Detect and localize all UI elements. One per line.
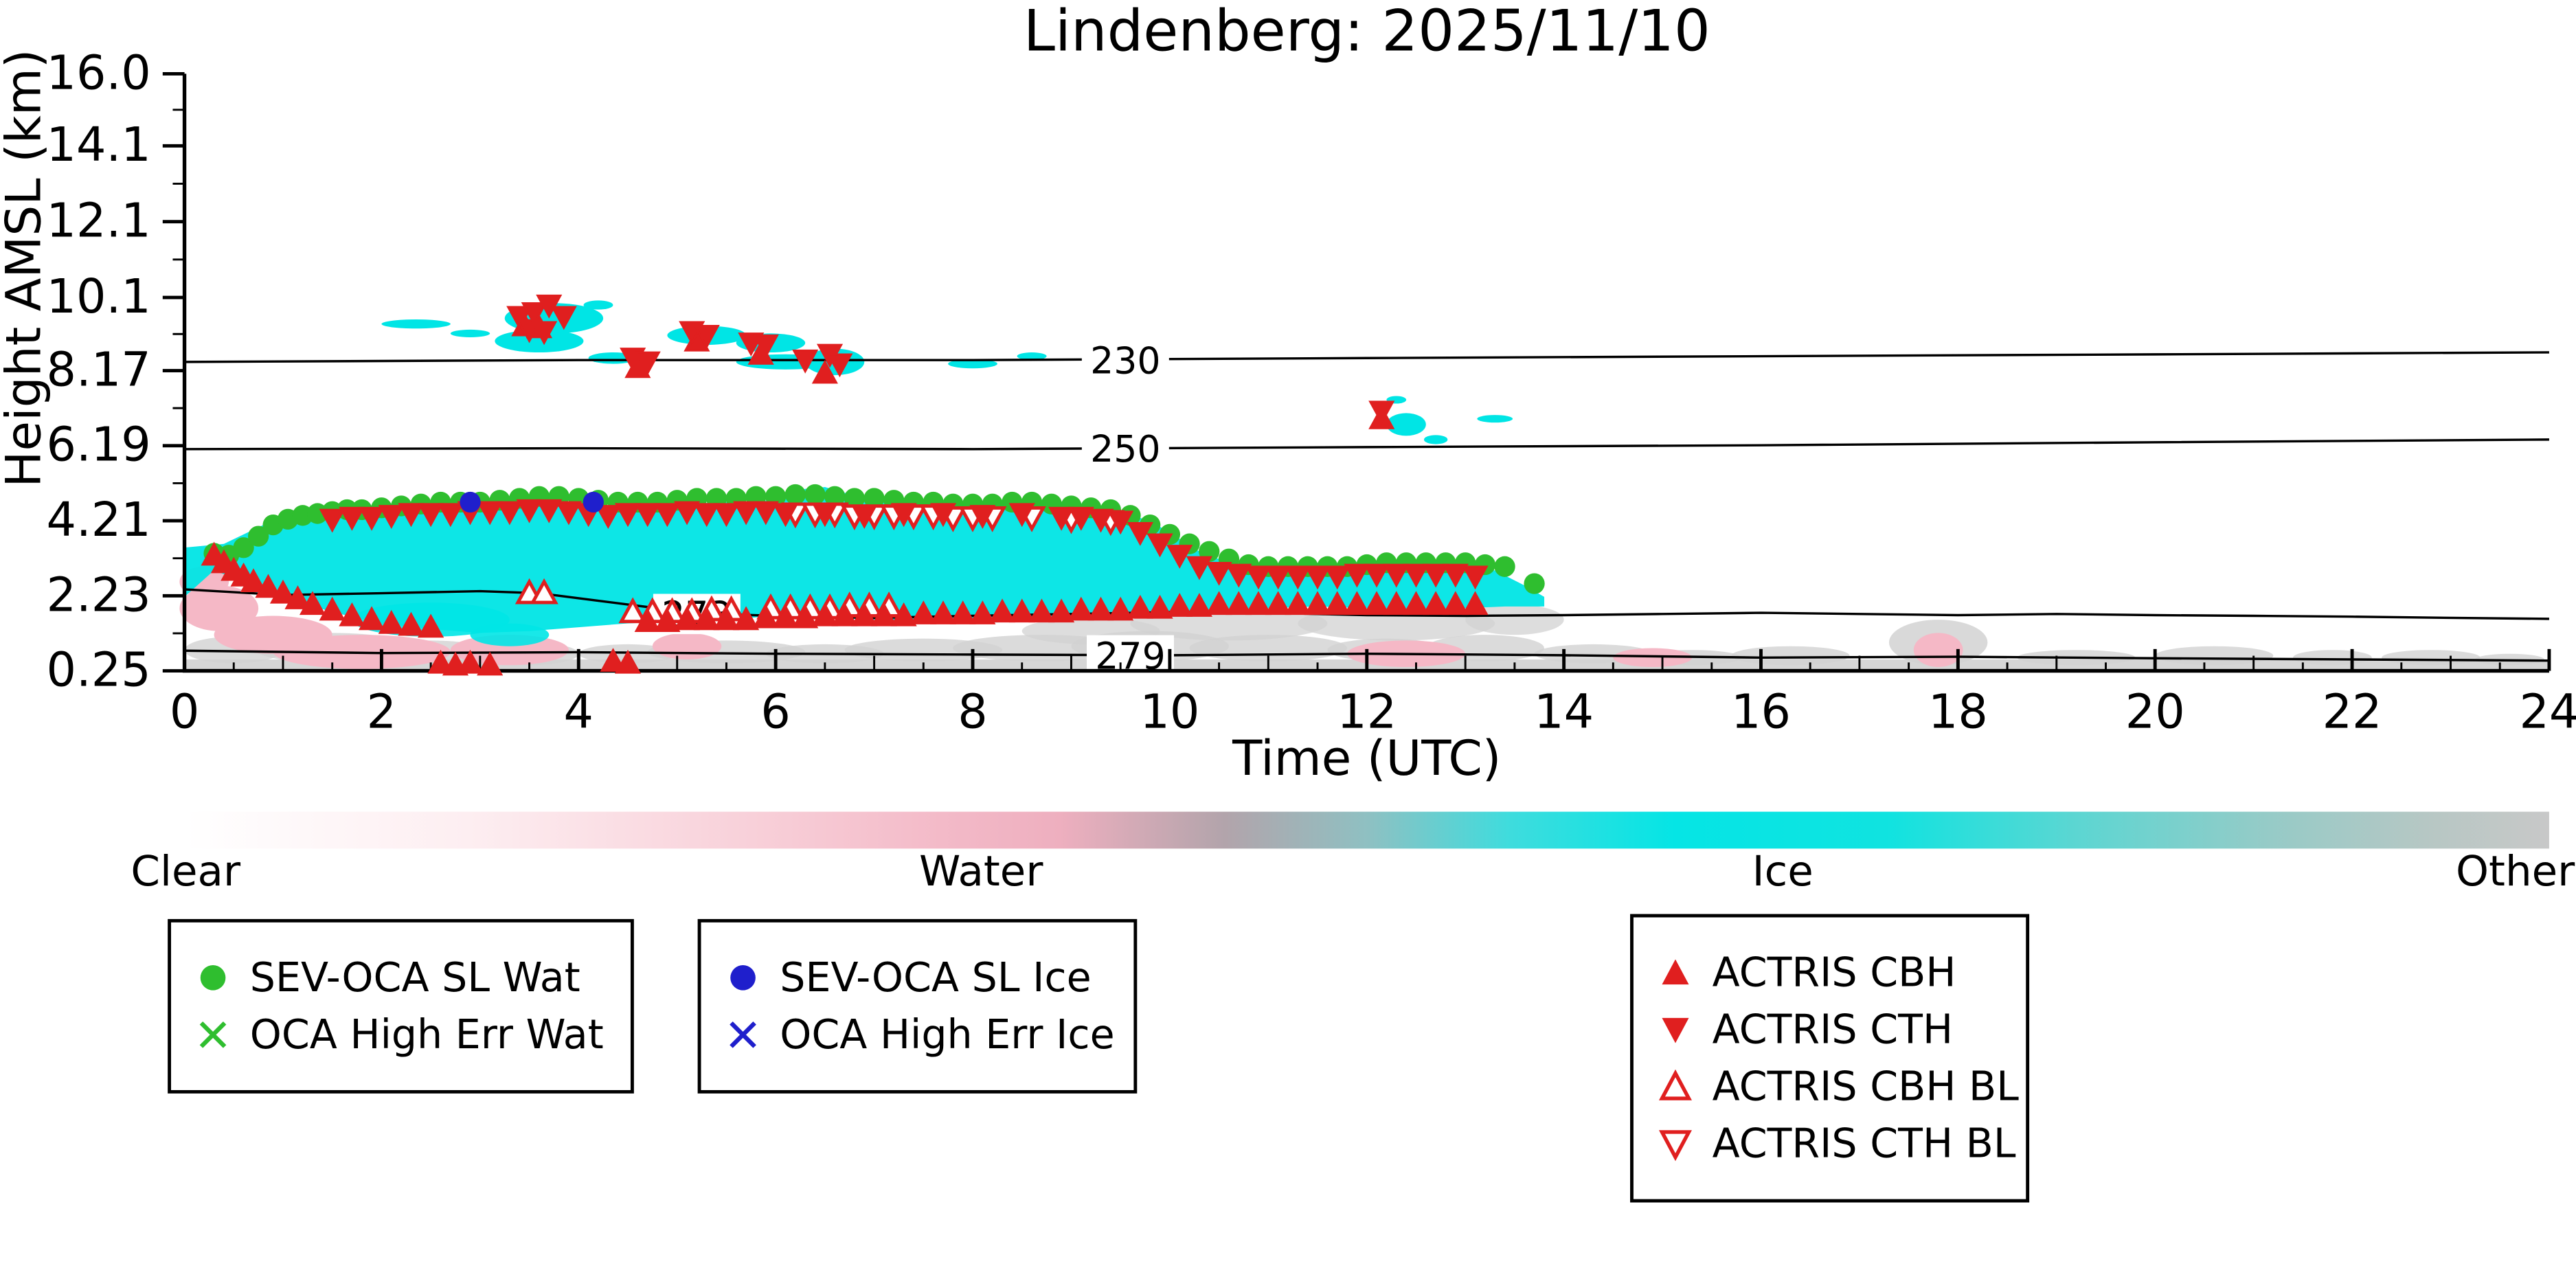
classification-colorbar bbox=[184, 811, 2549, 849]
series-actris-cbh bbox=[201, 312, 1489, 676]
legend-label: OCA High Err Ice bbox=[780, 1011, 1115, 1059]
svg-text:4.21: 4.21 bbox=[47, 493, 151, 547]
legend-label: ACTRIS CBH bbox=[1712, 949, 1956, 997]
svg-text:10.1: 10.1 bbox=[47, 270, 151, 324]
green-circle-marker-icon bbox=[200, 965, 226, 991]
legend-item-cth: ACTRIS CTH bbox=[1653, 1002, 2006, 1059]
svg-text:230: 230 bbox=[1090, 339, 1161, 383]
legend-item-cbh: ACTRIS CBH bbox=[1653, 945, 2006, 1002]
svg-text:22: 22 bbox=[2323, 686, 2382, 740]
legend-label: OCA High Err Wat bbox=[249, 1011, 604, 1059]
red-open-triangle-down-marker-icon bbox=[1658, 1130, 1692, 1162]
svg-text:6.19: 6.19 bbox=[47, 418, 151, 473]
legend-label: ACTRIS CBH BL bbox=[1712, 1063, 2019, 1111]
legend-item-err-wat: OCA High Err Wat bbox=[191, 1006, 610, 1063]
svg-text:2: 2 bbox=[367, 686, 396, 740]
scatter-series bbox=[201, 294, 1545, 676]
y-axis-label: Height AMSL (km) bbox=[0, 49, 52, 488]
svg-text:16: 16 bbox=[1731, 686, 1791, 740]
svg-text:8: 8 bbox=[958, 686, 987, 740]
svg-text:14: 14 bbox=[1534, 686, 1594, 740]
red-triangle-up-marker-icon bbox=[1662, 959, 1689, 985]
svg-text:8.17: 8.17 bbox=[47, 343, 151, 397]
legend-item-sl-ice: SEV-OCA SL Ice bbox=[721, 949, 1114, 1006]
colorbar-label-water: Water bbox=[919, 846, 1043, 896]
green-x-marker-icon bbox=[199, 1021, 227, 1048]
legend-item-cth-bl: ACTRIS CTH BL bbox=[1653, 1116, 2015, 1173]
time-height-plot: Lindenberg: 2025/11/10 Height AMSL (km) … bbox=[0, 0, 2576, 787]
red-triangle-down-marker-icon bbox=[1662, 1017, 1689, 1043]
svg-text:18: 18 bbox=[1928, 686, 1988, 740]
axes-frame-and-ticks: 0 2 4 6 8 10 12 14 16 18 20 22 240.252.234.216.198.1… bbox=[47, 46, 2576, 739]
colorbar-label-other: Other bbox=[2455, 846, 2575, 896]
legend-sev-oca-water: SEV-OCA SL Wat OCA High Err Wat bbox=[168, 918, 634, 1094]
legend-sev-oca-ice: SEV-OCA SL Ice OCA High Err Ice bbox=[697, 918, 1138, 1094]
legend-item-sl-wat: SEV-OCA SL Wat bbox=[191, 949, 610, 1006]
legend-label: ACTRIS CTH BL bbox=[1712, 1120, 2016, 1168]
red-open-triangle-up-marker-icon bbox=[1658, 1069, 1692, 1100]
svg-text:0.25: 0.25 bbox=[47, 644, 151, 698]
svg-text:12.1: 12.1 bbox=[47, 194, 151, 249]
colorbar-label-clear: Clear bbox=[131, 846, 241, 896]
legend-item-cbh-bl: ACTRIS CBH BL bbox=[1653, 1059, 2019, 1116]
svg-text:250: 250 bbox=[1090, 427, 1161, 471]
legend-label: ACTRIS CTH bbox=[1712, 1006, 1954, 1054]
legend-label: SEV-OCA SL Wat bbox=[249, 954, 580, 1002]
svg-text:12: 12 bbox=[1337, 686, 1397, 740]
svg-text:6: 6 bbox=[760, 686, 790, 740]
legend-label: SEV-OCA SL Ice bbox=[780, 954, 1092, 1002]
svg-text:24: 24 bbox=[2519, 686, 2576, 740]
blue-circle-marker-icon bbox=[730, 965, 756, 991]
svg-text:2.23: 2.23 bbox=[47, 568, 151, 622]
series-sev-oca-sl-ice bbox=[460, 491, 604, 513]
blue-x-marker-icon bbox=[730, 1021, 756, 1048]
chart-title: Lindenberg: 2025/11/10 bbox=[1024, 0, 1710, 64]
svg-text:4: 4 bbox=[564, 686, 594, 740]
series-actris-cth bbox=[319, 294, 1489, 590]
legend-item-err-ice: OCA High Err Ice bbox=[721, 1006, 1115, 1063]
legend-actris: ACTRIS CBH ACTRIS CTH ACTRIS CBH BL ACTR… bbox=[1630, 914, 2030, 1203]
svg-text:16.0: 16.0 bbox=[47, 46, 151, 100]
x-axis-label: Time (UTC) bbox=[1232, 730, 1501, 787]
svg-text:14.1: 14.1 bbox=[47, 118, 151, 172]
svg-text:0: 0 bbox=[170, 686, 199, 740]
svg-text:20: 20 bbox=[2125, 686, 2185, 740]
svg-text:10: 10 bbox=[1140, 686, 1199, 740]
colorbar-label-ice: Ice bbox=[1752, 846, 1814, 896]
